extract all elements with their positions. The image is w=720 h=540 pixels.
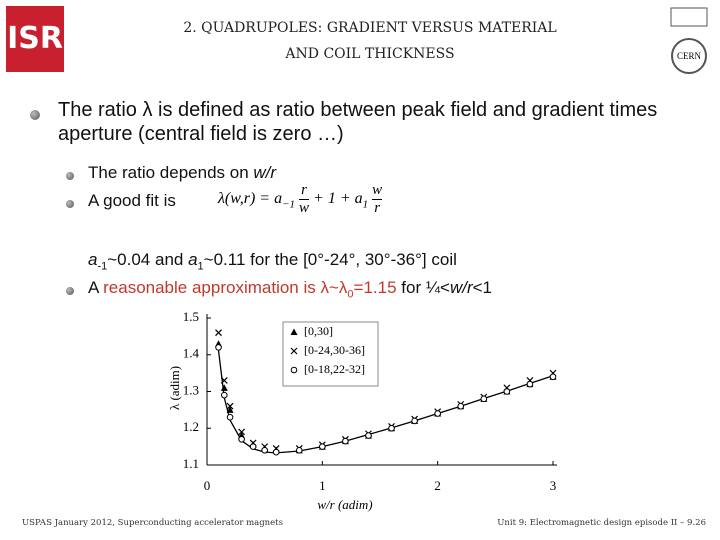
x-tick-label: 3: [550, 478, 557, 493]
x-axis-label: w/r (adim): [317, 497, 372, 512]
formula-part: λ(w,r) = a: [218, 190, 283, 208]
point: [365, 432, 372, 439]
point: [526, 380, 534, 388]
fit-line: [217, 350, 554, 454]
y-tick-label: 1.2: [183, 419, 199, 434]
point: [388, 424, 395, 432]
text: ~0.04 and: [107, 250, 189, 269]
text: 1: [197, 260, 204, 273]
text: <1: [472, 278, 492, 297]
y-axis-label: λ (adim): [167, 366, 182, 410]
point: [220, 377, 228, 384]
legend-marker: [290, 328, 298, 335]
x-tick-label: 1: [319, 478, 326, 493]
point: [480, 395, 488, 403]
bullet-icon: [66, 287, 74, 295]
point: [411, 417, 418, 425]
text: w/r: [253, 163, 277, 182]
point: [503, 388, 511, 395]
text: for ¼<: [396, 278, 450, 297]
text: w/r: [449, 278, 473, 297]
legend-marker: [290, 347, 298, 355]
legend-marker: [290, 366, 298, 374]
formula-part: r: [374, 200, 381, 216]
bullet-text: a-1~0.04 and a1~0.11 for the [0°-24°, 30…: [88, 250, 457, 272]
x-tick-label: 2: [434, 478, 441, 493]
point: [226, 402, 234, 410]
y-tick-label: 1.1: [183, 456, 199, 471]
svg-text:CERN: CERN: [677, 51, 702, 61]
title: 2. QUADRUPOLES: GRADIENT VERSUS MATERIAL: [183, 20, 557, 36]
legend-label: [0-18,22-32]: [304, 362, 365, 376]
title: AND COIL THICKNESS: [285, 46, 455, 62]
point: [221, 391, 228, 399]
text: A: [88, 278, 104, 297]
footer: USPAS January 2012, Superconducting acce…: [22, 518, 283, 528]
point: [215, 344, 222, 351]
bullet-icon: [66, 200, 74, 208]
bullet-text: The ratio λ is defined as ratio between …: [58, 99, 658, 145]
point: [457, 402, 465, 410]
point: [549, 373, 557, 381]
point: [226, 406, 234, 413]
point: [220, 384, 228, 391]
formula-part: −1: [282, 198, 296, 211]
point: [272, 448, 280, 456]
formula-part: + 1 + a: [313, 190, 363, 208]
point: [434, 410, 441, 417]
text: -1: [97, 260, 108, 273]
text: ~0.11 for the [0°-24°, 30°-36°] coil: [203, 250, 457, 269]
bullet-icon: [30, 110, 40, 120]
point: [238, 435, 245, 443]
logo: ISR: [6, 6, 64, 72]
footer: Unit 9: Electromagnetic design episode I…: [497, 518, 706, 528]
bullet-text: A good fit is: [88, 191, 176, 210]
legend-label: [0,30]: [304, 324, 333, 338]
y-tick-label: 1.4: [183, 346, 200, 361]
text: a: [188, 250, 198, 269]
text: 0: [347, 288, 354, 301]
text: The ratio depends on: [88, 163, 254, 182]
formula-part: w: [372, 182, 383, 200]
bullet-icon: [66, 172, 74, 180]
legend: [282, 321, 379, 387]
point: [295, 447, 303, 454]
formula-part: w: [299, 200, 310, 216]
point: [249, 443, 257, 450]
bullet-text: A reasonable approximation is λ~λ0=1.15 …: [88, 278, 492, 300]
text: a: [88, 250, 98, 269]
text: reasonable approximation is λ~λ: [103, 278, 348, 297]
x-tick-label: 0: [204, 478, 211, 493]
point: [319, 443, 326, 450]
point: [215, 329, 222, 337]
cern-logo: CERN: [665, 6, 713, 76]
formula-part: 1: [362, 198, 369, 211]
bullet-text: The ratio depends on w/r: [88, 163, 276, 183]
point: [342, 437, 349, 445]
formula-part: r: [299, 182, 310, 200]
point: [238, 428, 246, 436]
point: [226, 413, 234, 421]
point: [261, 447, 268, 454]
y-tick-label: 1.5: [183, 309, 199, 324]
text: =1.15: [353, 278, 397, 297]
legend-label: [0-24,30-36]: [304, 343, 365, 357]
y-tick-label: 1.3: [183, 382, 199, 397]
